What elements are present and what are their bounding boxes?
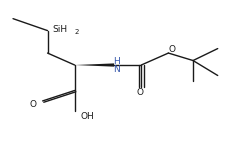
Polygon shape <box>75 63 114 67</box>
Text: O: O <box>169 45 176 54</box>
Text: N: N <box>113 65 120 74</box>
Text: H: H <box>113 57 120 66</box>
Text: O: O <box>137 88 144 97</box>
Text: O: O <box>29 100 36 109</box>
Text: OH: OH <box>81 112 94 121</box>
Text: SiH: SiH <box>53 25 68 34</box>
Text: 2: 2 <box>75 29 79 35</box>
